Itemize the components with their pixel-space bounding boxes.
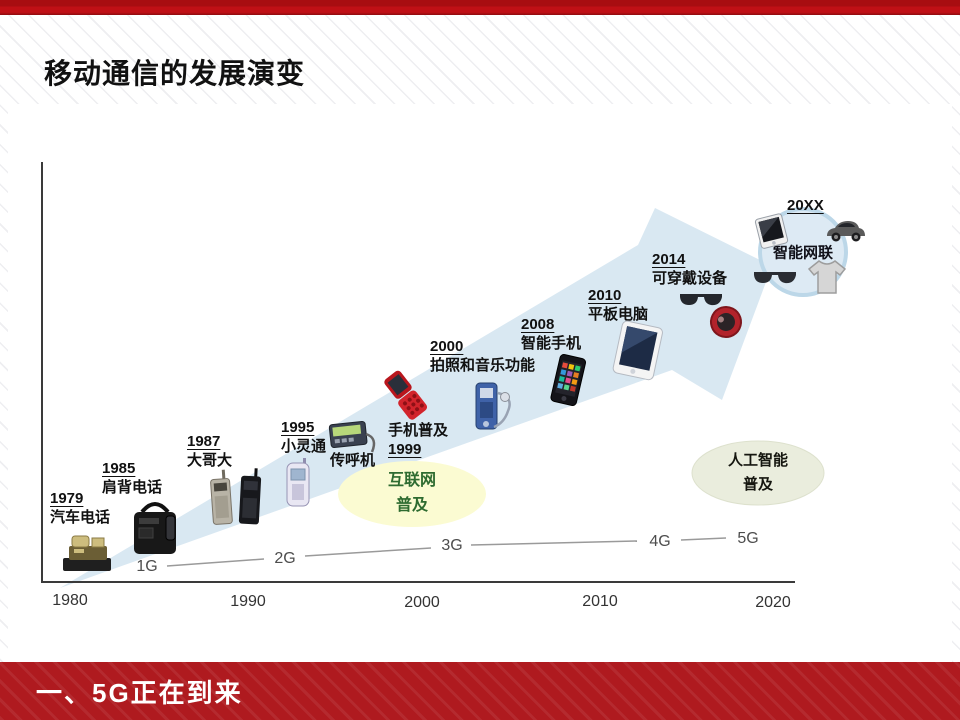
gen-label-3g: 3G	[441, 537, 463, 554]
gen-line-1g-2g	[166, 558, 265, 567]
flip-phone-icon	[380, 368, 432, 422]
milestone-2014-label: 可穿戴设备	[652, 269, 728, 287]
gen-line-2g-3g	[304, 547, 432, 557]
internet-bubble	[338, 461, 486, 527]
milestone-1999-label: 手机普及	[388, 422, 449, 439]
gen-label-4g: 4G	[649, 533, 671, 550]
gen-line-4g-5g	[680, 537, 727, 541]
milestone-1999-year: 1999	[388, 440, 422, 458]
milestone-20xx-label: 智能网联	[772, 244, 834, 262]
milestone-1987: 1987 大哥大	[187, 433, 232, 471]
milestone-1999: 手机普及 1999	[388, 422, 448, 460]
milestone-20xx: 20XX	[787, 197, 824, 216]
axis-year-2020: 2020	[755, 594, 791, 611]
ai-bubble-text: 人工智能 普及	[728, 449, 788, 497]
gen-line-3g-4g	[470, 540, 638, 546]
milestone-1987-label: 大哥大	[187, 451, 233, 469]
connected-tablet-icon	[753, 213, 791, 249]
page-title: 移动通信的发展演变	[44, 58, 306, 89]
shoulder-phone-icon	[126, 500, 184, 560]
gen-label-5g: 5G	[737, 530, 759, 547]
milestone-2010-year: 2010	[588, 287, 622, 304]
milestone-2014-year: 2014	[652, 251, 686, 268]
milestone-2014: 2014 可穿戴设备	[652, 251, 727, 289]
milestone-1985-label: 肩背电话	[102, 478, 163, 496]
milestone-2000: 2000 拍照和音乐功能	[430, 338, 535, 376]
milestone-1985-year: 1985	[102, 460, 136, 477]
milestone-20xx-year: 20XX	[787, 197, 824, 214]
tablet-icon	[608, 320, 668, 384]
connected-car-icon	[824, 218, 868, 246]
axis-year-1990: 1990	[230, 593, 266, 610]
brick-phones-icon	[203, 468, 265, 528]
pager-icon	[328, 416, 380, 458]
footer-bar: 一、5G正在到来	[0, 662, 960, 720]
internet-bubble-text: 互联网 普及	[388, 469, 436, 519]
ai-bubble-line2: 普及	[742, 476, 774, 493]
gen-label-2g: 2G	[274, 550, 296, 567]
milestone-2000-year: 2000	[430, 338, 464, 355]
milestone-2008-label: 智能手机	[521, 334, 582, 352]
footer-title: 一、5G正在到来	[36, 677, 243, 708]
smart-watch-icon	[708, 304, 744, 340]
gen-label-1g: 1G	[136, 558, 158, 575]
milestone-1979: 1979 汽车电话	[50, 490, 110, 528]
internet-bubble-line2: 普及	[395, 497, 429, 514]
milestone-1979-label: 汽车电话	[50, 508, 111, 526]
smartphone-icon	[548, 354, 588, 408]
milestone-pager-label: 传呼机	[330, 452, 376, 469]
milestone-2000-label: 拍照和音乐功能	[430, 356, 536, 374]
connected-glasses-icon	[752, 268, 798, 288]
phs-phone-icon	[284, 458, 312, 508]
connected-tshirt-icon	[806, 258, 848, 296]
milestone-2008: 2008 智能手机	[521, 316, 581, 354]
milestone-2010: 2010 平板电脑	[588, 287, 648, 325]
axis-year-2000: 2000	[404, 594, 440, 611]
axis-year-1980: 1980	[52, 592, 88, 609]
ai-bubble	[691, 440, 825, 506]
axis-year-2010: 2010	[582, 593, 618, 610]
milestone-1979-year: 1979	[50, 490, 84, 507]
smart-glasses-icon	[678, 290, 724, 310]
mp3-player-icon	[464, 381, 522, 435]
milestone-1995: 1995 小灵通	[281, 419, 326, 457]
milestone-1995-year: 1995	[281, 419, 315, 436]
milestone-1995-label: 小灵通	[281, 437, 327, 455]
milestone-1987-year: 1987	[187, 433, 221, 450]
milestone-2010-label: 平板电脑	[588, 305, 649, 323]
milestone-pager: 传呼机	[330, 452, 375, 471]
internet-bubble-line1: 互联网	[387, 472, 437, 490]
milestone-2008-year: 2008	[521, 316, 555, 333]
top-red-bar	[0, 0, 960, 15]
milestone-1985: 1985 肩背电话	[102, 460, 162, 498]
ai-bubble-line1: 人工智能	[727, 452, 789, 469]
car-phone-icon	[60, 525, 116, 575]
